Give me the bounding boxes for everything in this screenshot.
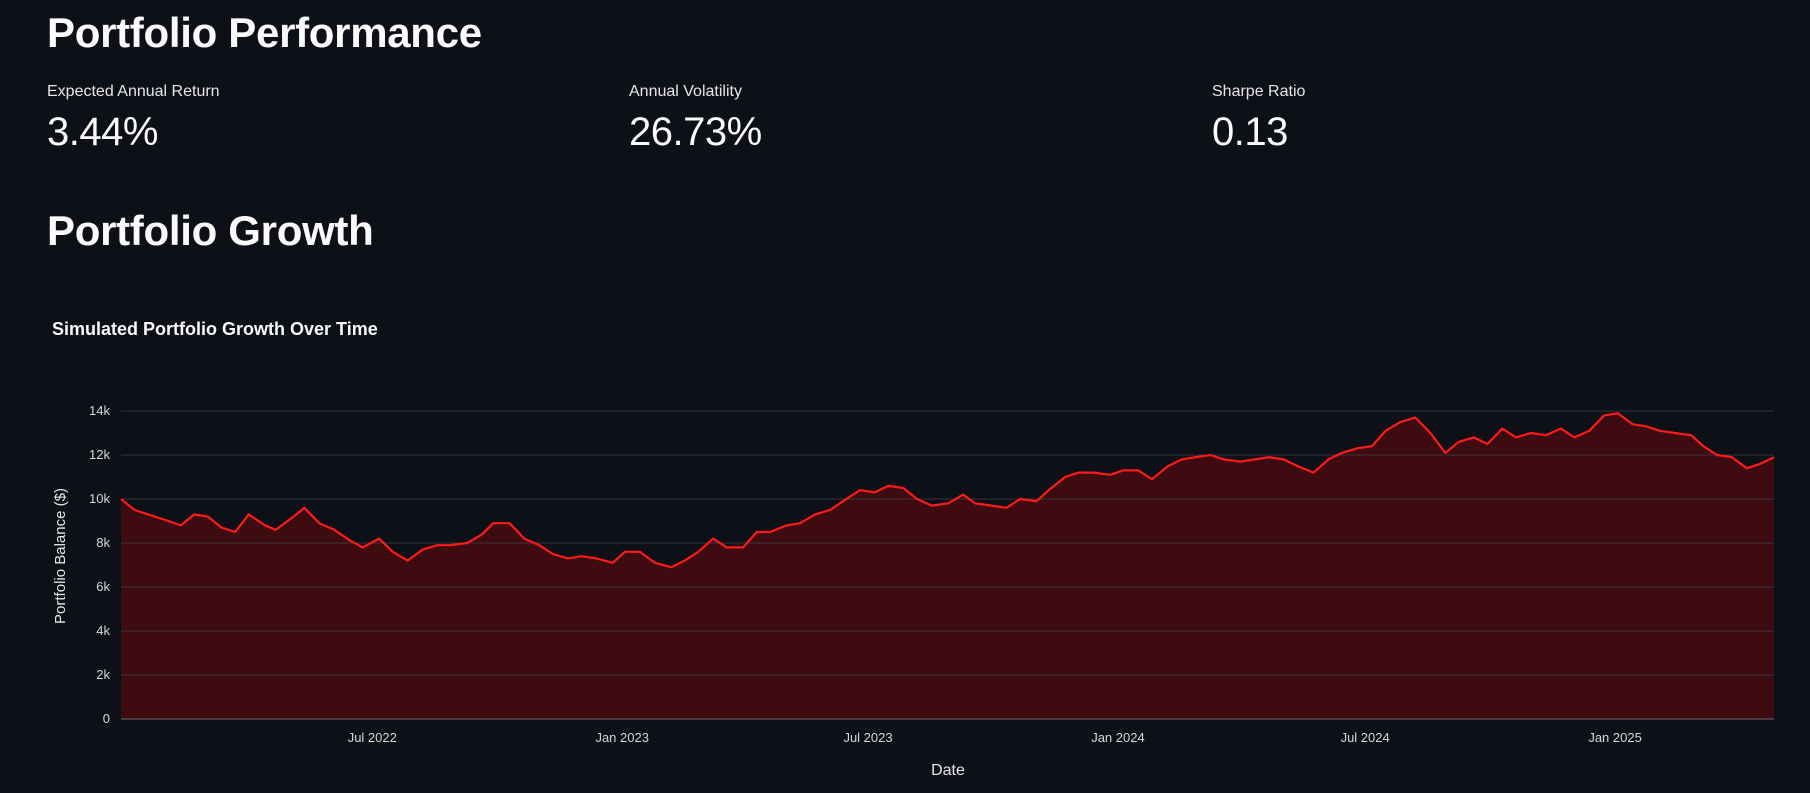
x-axis-label: Date xyxy=(931,762,965,779)
x-tick-label: Jul 2023 xyxy=(843,730,892,745)
series-line xyxy=(120,412,1775,569)
metric-expected-return: Expected Annual Return 3.44% xyxy=(47,82,220,152)
y-axis-label: Portfolio Balance ($) xyxy=(52,488,69,624)
y-tick-label: 0 xyxy=(103,711,110,726)
metric-volatility: Annual Volatility 26.73% xyxy=(629,82,762,152)
chart-container[interactable]: Simulated Portfolio Growth Over Time 0 2k… xyxy=(0,300,1810,793)
page-title: Portfolio Performance xyxy=(47,9,482,56)
y-tick-label: 6k xyxy=(96,579,110,594)
metric-value: 0.13 xyxy=(1212,110,1288,154)
metric-label: Expected Annual Return xyxy=(47,83,220,100)
x-tick-label: Jan 2025 xyxy=(1588,730,1642,745)
x-tick-label: Jul 2024 xyxy=(1341,730,1390,745)
y-tick-label: 12k xyxy=(89,447,110,462)
portfolio-growth-chart[interactable]: Simulated Portfolio Growth Over Time 0 2k… xyxy=(0,300,1810,793)
series-area xyxy=(121,413,1774,719)
metric-value: 26.73% xyxy=(629,110,762,154)
x-axis: Jul 2022 Jan 2023 Jul 2023 Jan 2024 Jul 2024… xyxy=(348,730,1642,745)
metric-sharpe-ratio: Sharpe Ratio 0.13 xyxy=(1212,82,1305,152)
metric-label: Annual Volatility xyxy=(629,83,742,100)
y-tick-label: 4k xyxy=(96,623,110,638)
y-tick-label: 10k xyxy=(89,491,110,506)
grid-lines xyxy=(121,410,1774,720)
x-tick-label: Jul 2022 xyxy=(348,730,397,745)
x-tick-label: Jan 2024 xyxy=(1091,730,1145,745)
metric-label: Sharpe Ratio xyxy=(1212,83,1306,100)
x-tick-label: Jan 2023 xyxy=(595,730,649,745)
section-title: Portfolio Growth xyxy=(47,207,374,254)
y-axis: 0 2k 4k 6k 8k 10k 12k 14k xyxy=(89,403,110,726)
chart-title: Simulated Portfolio Growth Over Time xyxy=(52,319,378,339)
y-tick-label: 8k xyxy=(96,535,110,550)
y-tick-label: 2k xyxy=(96,667,110,682)
metric-value: 3.44% xyxy=(47,110,158,154)
series-area-fill xyxy=(121,413,1774,719)
y-tick-label: 14k xyxy=(89,403,110,418)
